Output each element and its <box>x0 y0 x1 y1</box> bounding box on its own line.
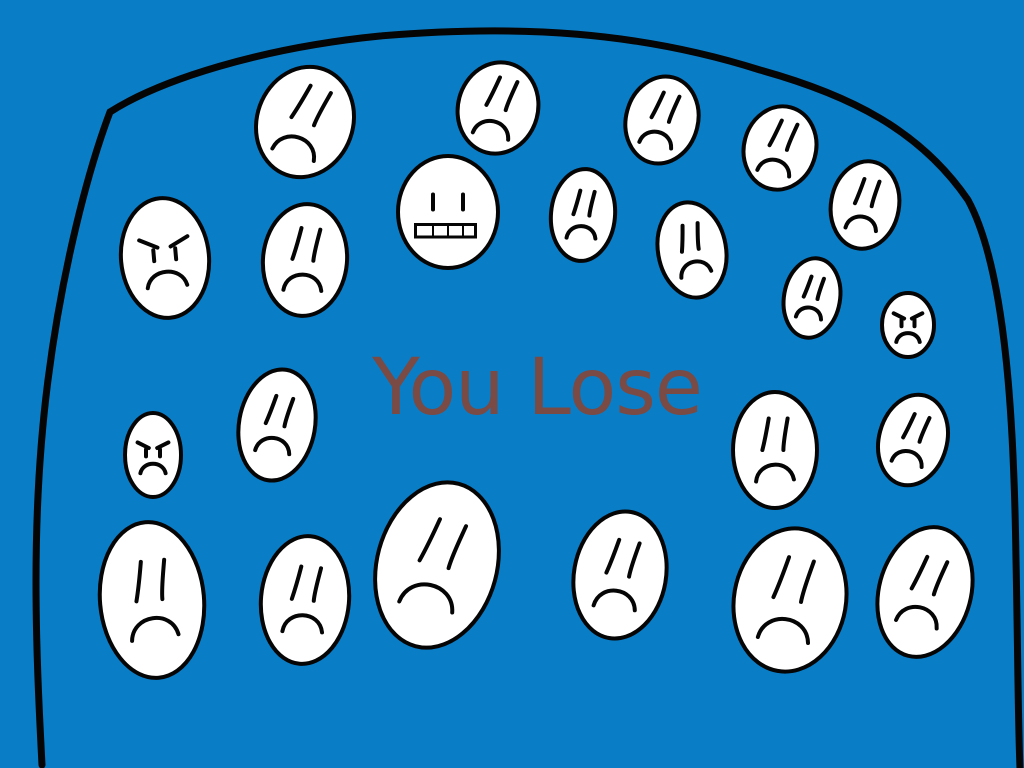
undefined <box>824 156 906 254</box>
undefined <box>863 516 986 667</box>
you-lose-text: You Lose <box>372 343 703 433</box>
undefined <box>93 518 210 682</box>
angry-face-icon <box>125 413 181 497</box>
undefined <box>258 201 351 320</box>
undefined <box>256 532 355 667</box>
angry-face-icon <box>882 293 934 357</box>
undefined <box>650 197 734 303</box>
arena-outline <box>32 27 1024 768</box>
undefined <box>564 504 677 646</box>
undefined <box>868 387 957 493</box>
undefined <box>777 254 846 343</box>
undefined <box>734 98 825 198</box>
undefined <box>241 53 370 191</box>
undefined <box>230 363 324 486</box>
undefined <box>733 392 817 508</box>
grimace-face-icon <box>398 156 498 268</box>
undefined <box>357 468 516 661</box>
undefined <box>447 53 548 163</box>
undefined <box>616 68 708 172</box>
undefined <box>547 166 619 263</box>
angry-face-icon <box>116 194 214 321</box>
undefined <box>722 519 857 680</box>
